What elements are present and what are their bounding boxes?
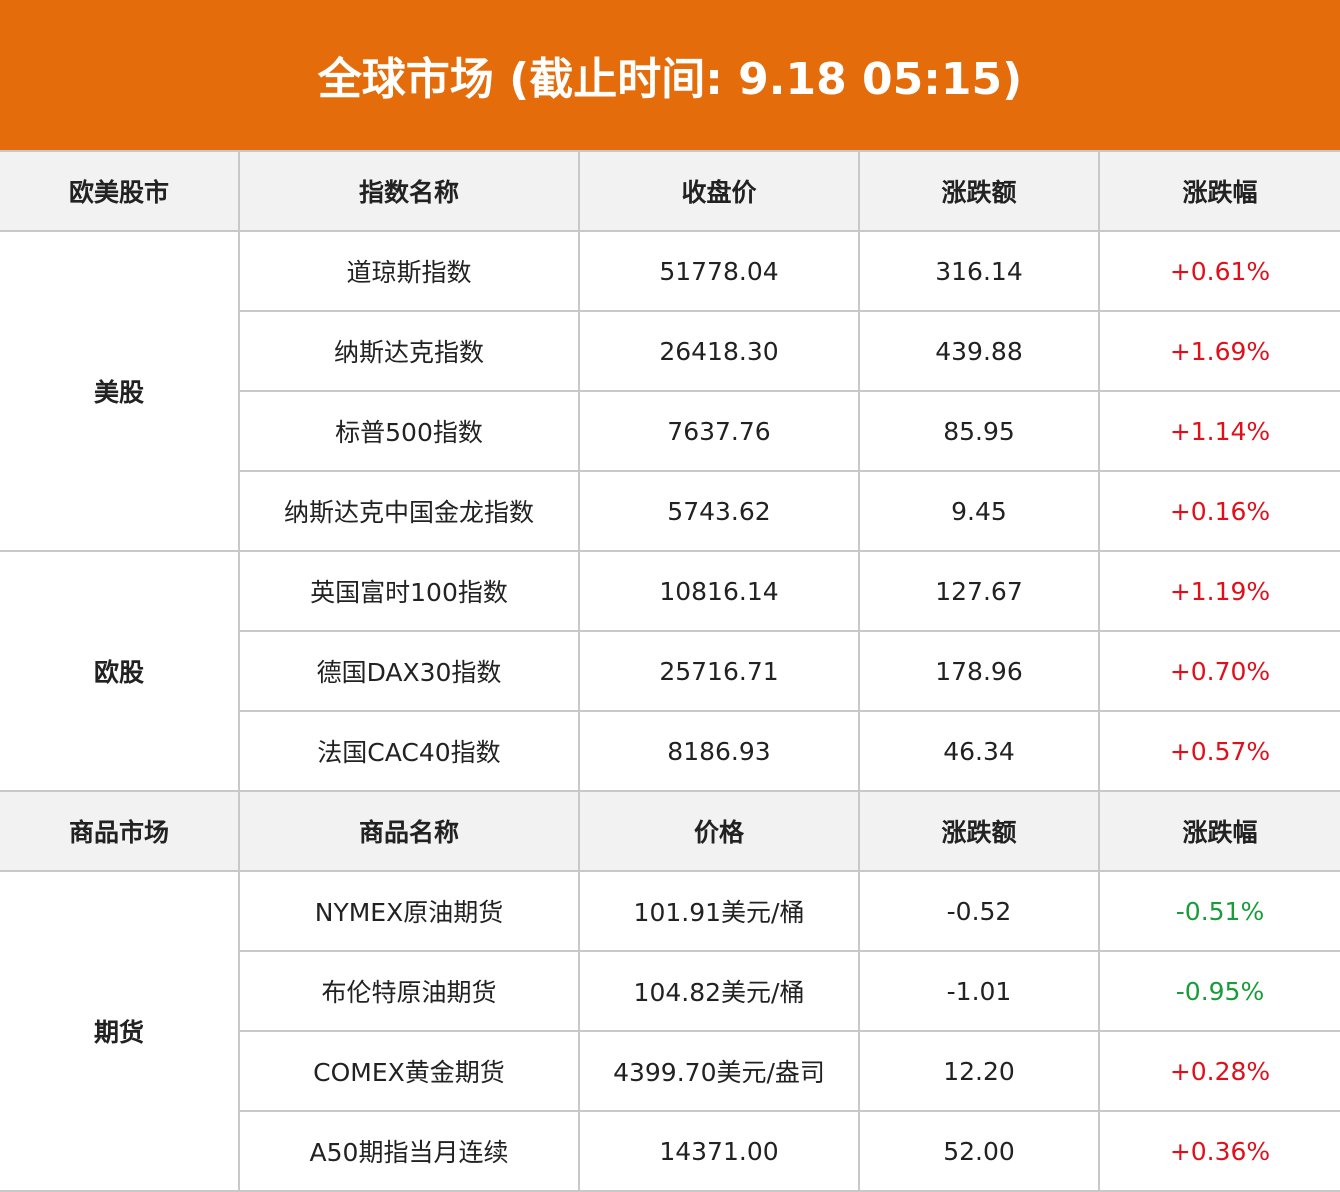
item-name: 法国CAC40指数: [239, 710, 580, 792]
item-name: A50期指当月连续: [239, 1110, 580, 1192]
column-header: 涨跌幅: [1098, 150, 1340, 232]
data-row: 期货 NYMEX原油期货 101.91美元/桶 -0.52 -0.51%: [0, 870, 1340, 1192]
price: 25716.71: [578, 630, 860, 712]
price: 8186.93: [578, 710, 860, 792]
change-percent: +0.36%: [1098, 1110, 1340, 1192]
column-header: 商品名称: [238, 790, 580, 872]
column-header: 涨跌额: [858, 150, 1100, 232]
change-percent: +1.69%: [1098, 310, 1340, 392]
group-name: 美股: [0, 230, 240, 552]
change: -0.52: [858, 870, 1100, 952]
item-name: 布伦特原油期货: [239, 950, 580, 1032]
data-row: 德国DAX30指数 25716.71 178.96 +0.70%: [0, 630, 1340, 712]
change-percent: +1.19%: [1098, 550, 1340, 632]
data-row: 法国CAC40指数 8186.93 46.34 +0.57%: [0, 710, 1340, 792]
change: 12.20: [858, 1030, 1100, 1112]
change: 439.88: [858, 310, 1100, 392]
item-name: COMEX黄金期货: [239, 1030, 580, 1112]
data-row: 纳斯达克指数 26418.30 439.88 +1.69%: [0, 310, 1340, 392]
column-header: 商品市场: [0, 790, 240, 872]
change: 9.45: [858, 470, 1100, 552]
price: 4399.70美元/盎司: [578, 1030, 860, 1112]
data-row: 纳斯达克中国金龙指数 5743.62 9.45 +0.16%: [0, 470, 1340, 552]
change: 46.34: [858, 710, 1100, 792]
price: 26418.30: [578, 310, 860, 392]
column-header: 价格: [578, 790, 860, 872]
item-name: 纳斯达克指数: [239, 310, 580, 392]
item-name: 纳斯达克中国金龙指数: [239, 470, 580, 552]
data-row: 标普500指数 7637.76 85.95 +1.14%: [0, 390, 1340, 472]
data-row: 欧股 英国富时100指数 10816.14 127.67 +1.19%: [0, 550, 1340, 792]
column-header: 指数名称: [238, 150, 580, 232]
column-header: 欧美股市: [0, 150, 240, 232]
column-header: 涨跌幅: [1098, 790, 1340, 872]
change: -1.01: [858, 950, 1100, 1032]
item-name: 德国DAX30指数: [239, 630, 580, 712]
market-table: 欧美股市 指数名称 收盘价 涨跌额 涨跌幅 美股 道琼斯指数 51778.04 316.14 +0…: [0, 150, 1340, 1192]
change-percent: +0.16%: [1098, 470, 1340, 552]
change-percent: -0.51%: [1098, 870, 1340, 952]
change-percent: +0.57%: [1098, 710, 1340, 792]
item-name: NYMEX原油期货: [238, 870, 580, 952]
group-name: 期货: [0, 870, 240, 1192]
change: 85.95: [858, 390, 1100, 472]
data-row: 美股 道琼斯指数 51778.04 316.14 +0.61%: [0, 230, 1340, 552]
change: 52.00: [858, 1110, 1100, 1192]
change: 178.96: [858, 630, 1100, 712]
price: 51778.04: [578, 230, 860, 312]
price: 104.82美元/桶: [578, 950, 860, 1032]
data-row: A50期指当月连续 14371.00 52.00 +0.36%: [0, 1110, 1340, 1192]
column-header: 收盘价: [578, 150, 860, 232]
change-percent: +1.14%: [1098, 390, 1340, 472]
price: 7637.76: [578, 390, 860, 472]
change: 127.67: [858, 550, 1100, 632]
data-row: 布伦特原油期货 104.82美元/桶 -1.01 -0.95%: [0, 950, 1340, 1032]
change-percent: +0.70%: [1098, 630, 1340, 712]
price: 14371.00: [578, 1110, 860, 1192]
change-percent: +0.61%: [1098, 230, 1340, 312]
item-name: 道琼斯指数: [238, 230, 580, 312]
price: 101.91美元/桶: [578, 870, 860, 952]
change-percent: -0.95%: [1098, 950, 1340, 1032]
group-name: 欧股: [0, 550, 240, 792]
price: 5743.62: [578, 470, 860, 552]
price: 10816.14: [578, 550, 860, 632]
data-row: COMEX黄金期货 4399.70美元/盎司 12.20 +0.28%: [0, 1030, 1340, 1112]
item-name: 标普500指数: [239, 390, 580, 472]
column-header: 涨跌额: [858, 790, 1100, 872]
page-title: 全球市场 (截止时间: 9.18 05:15): [0, 0, 1340, 150]
item-name: 英国富时100指数: [238, 550, 580, 632]
header-row: 欧美股市 指数名称 收盘价 涨跌额 涨跌幅: [0, 150, 1340, 232]
header-row: 商品市场 商品名称 价格 涨跌额 涨跌幅: [0, 790, 1340, 872]
change: 316.14: [858, 230, 1100, 312]
table-body: 欧美股市 指数名称 收盘价 涨跌额 涨跌幅 美股 道琼斯指数 51778.04 316.14 +0…: [0, 150, 1340, 1192]
change-percent: +0.28%: [1098, 1030, 1340, 1112]
